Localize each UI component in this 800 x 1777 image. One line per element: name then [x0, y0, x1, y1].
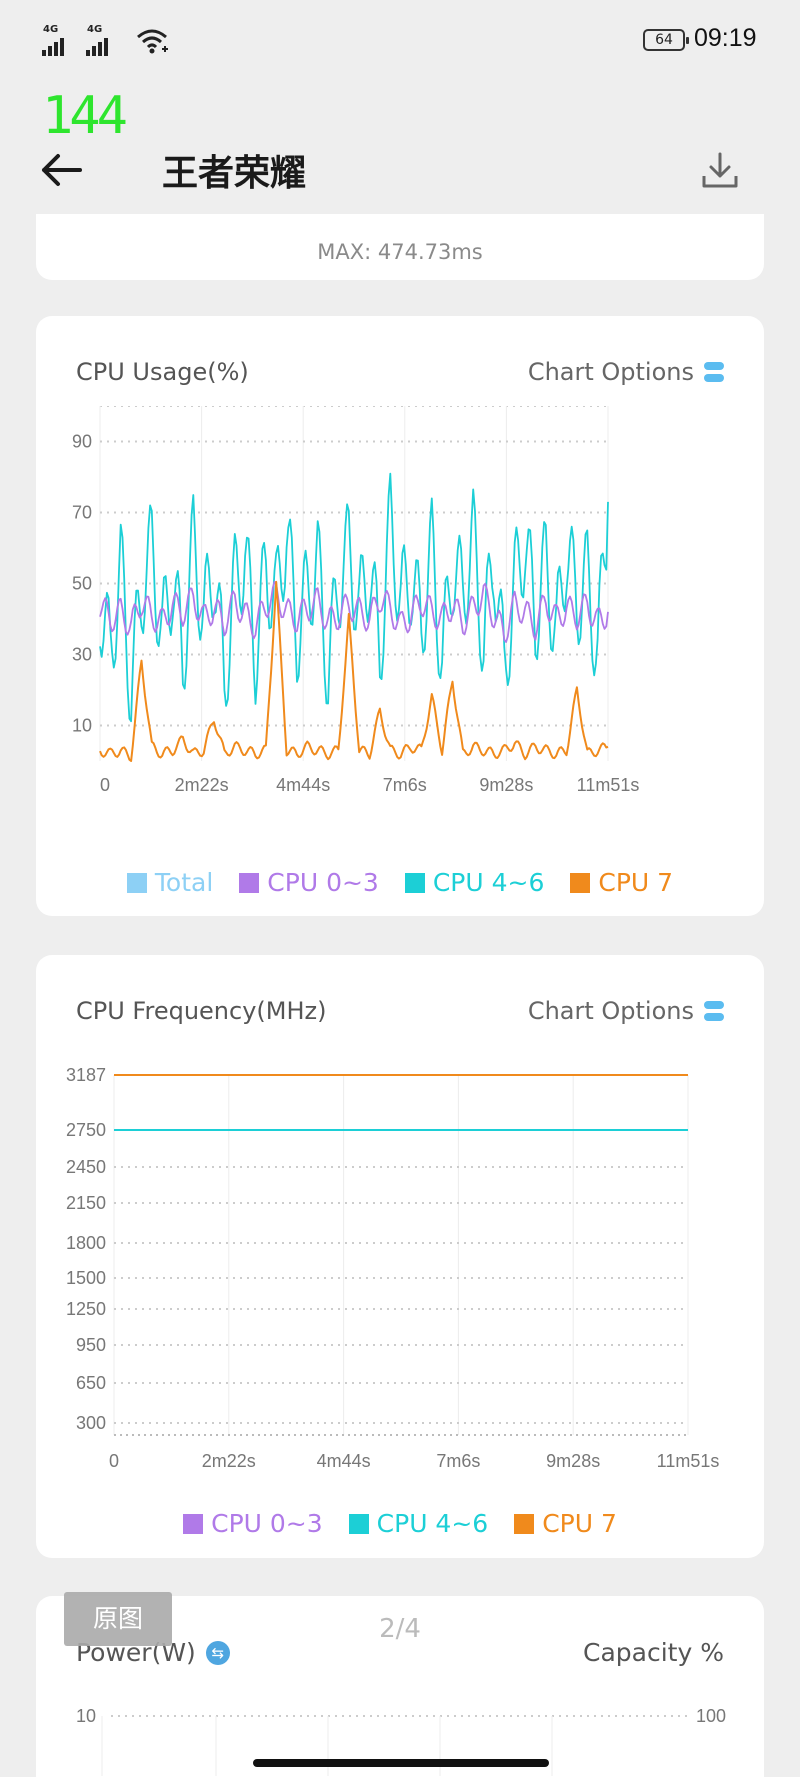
cpu-usage-legend: Total CPU 0~3 CPU 4~6 CPU 7 — [36, 868, 764, 897]
legend-swatch — [348, 1513, 369, 1534]
cpu-frequency-legend: CPU 0~3 CPU 4~6 CPU 7 — [36, 1509, 764, 1538]
cpu-frequency-card: CPU Frequency(MHz) Chart Options 0 2m22s 4… — [36, 955, 764, 1558]
power-chart: 10 100 — [76, 1706, 726, 1776]
x-tick-label: 9m28s — [546, 1451, 600, 1471]
page-indicator: 2/4 — [379, 1614, 421, 1644]
legend-label: CPU 7 — [542, 1509, 617, 1538]
y-tick-label: 300 — [76, 1413, 106, 1433]
toggle-icon — [704, 362, 724, 382]
legend-swatch — [514, 1513, 535, 1534]
chart-options-label: Chart Options — [527, 997, 694, 1025]
x-tick-label: 9m28s — [479, 775, 533, 795]
x-tick-label: 2m22s — [202, 1451, 256, 1471]
power-left-tick: 10 — [76, 1706, 96, 1726]
power-right-tick: 100 — [696, 1706, 726, 1726]
cpu-usage-chart-options-button[interactable]: Chart Options — [528, 358, 724, 386]
battery-icon: 64 — [643, 29, 689, 51]
y-tick-label: 50 — [72, 574, 92, 594]
page-title: 王者荣耀 — [162, 153, 307, 194]
y-tick-label: 2150 — [66, 1193, 106, 1213]
legend-item[interactable]: CPU 7 — [570, 868, 673, 897]
y-tick-label: 1250 — [66, 1299, 106, 1319]
legend-label: CPU 4~6 — [376, 1509, 489, 1538]
x-tick-label: 11m51s — [577, 775, 640, 795]
legend-label: CPU 0~3 — [267, 868, 379, 897]
series-line-cpu-4-6 — [99, 472, 609, 723]
legend-item[interactable]: CPU 0~3 — [239, 868, 379, 897]
original-image-button[interactable]: 原图 — [64, 1592, 172, 1646]
y-tick-label: 10 — [72, 716, 92, 736]
series-line-cpu-0-3 — [99, 580, 609, 643]
legend-label: CPU 4~6 — [432, 868, 545, 897]
legend-swatch — [183, 1513, 204, 1534]
series-line-cpu-7 — [99, 580, 609, 762]
legend-label: CPU 0~3 — [211, 1509, 323, 1538]
y-tick-label: 3187 — [66, 1065, 106, 1085]
legend-item[interactable]: CPU 7 — [514, 1509, 617, 1538]
y-tick-label: 2450 — [66, 1157, 106, 1177]
y-tick-label: 1500 — [66, 1268, 106, 1288]
legend-item[interactable]: Total — [126, 868, 214, 897]
fps-overlay: 144 — [42, 86, 128, 146]
download-icon[interactable] — [698, 148, 742, 192]
status-bar: 4G 4G 64 09:19 — [0, 0, 800, 80]
x-tick-label: 11m51s — [657, 1451, 720, 1471]
cpu-usage-chart: 0 2m22s 4m44s 7m6s 9m28s 11m51s 10 30 50 70 90 — [72, 406, 640, 795]
back-arrow-icon[interactable] — [38, 150, 86, 190]
toggle-icon — [704, 1001, 724, 1021]
legend-item[interactable]: CPU 0~3 — [183, 1509, 323, 1538]
app-header: 王者荣耀 — [0, 140, 800, 200]
y-tick-label: 650 — [76, 1373, 106, 1393]
legend-swatch — [404, 872, 425, 893]
y-tick-label: 90 — [72, 432, 92, 452]
y-tick-label: 2750 — [66, 1120, 106, 1140]
legend-swatch — [239, 872, 260, 893]
y-tick-label: 30 — [72, 645, 92, 665]
network-type-label: 4G — [43, 24, 59, 35]
frame-time-card: MAX: 474.73ms — [36, 214, 764, 280]
x-tick-label: 7m6s — [383, 775, 427, 795]
wifi-icon — [137, 29, 168, 54]
home-indicator[interactable] — [253, 1759, 549, 1767]
y-tick-label: 1800 — [66, 1233, 106, 1253]
chart-options-label: Chart Options — [527, 358, 694, 386]
legend-swatch — [570, 872, 591, 893]
legend-item[interactable]: CPU 4~6 — [404, 868, 545, 897]
legend-label: Total — [154, 868, 214, 897]
capacity-label: Capacity % — [583, 1638, 724, 1667]
max-frame-time: MAX: 474.73ms — [317, 240, 483, 264]
cpu-frequency-title: CPU Frequency(MHz) — [76, 997, 327, 1025]
status-time: 09:19 — [694, 24, 757, 52]
x-tick-label: 0 — [100, 775, 110, 795]
network-type-label-2: 4G — [87, 24, 103, 35]
y-tick-label: 70 — [72, 503, 92, 523]
x-tick-label: 7m6s — [436, 1451, 480, 1471]
cpu-usage-title: CPU Usage(%) — [76, 358, 249, 386]
cpu-usage-card: CPU Usage(%) Chart Options 0 2m22s 4m44s 7m… — [36, 316, 764, 916]
legend-swatch — [126, 872, 147, 893]
x-tick-label: 2m22s — [175, 775, 229, 795]
x-tick-label: 4m44s — [276, 775, 330, 795]
swap-icon[interactable]: ⇆ — [205, 1640, 230, 1665]
legend-label: CPU 7 — [598, 868, 674, 897]
y-tick-label: 950 — [76, 1335, 106, 1355]
cpu-frequency-chart-options-button[interactable]: Chart Options — [528, 997, 724, 1025]
legend-item[interactable]: CPU 4~6 — [348, 1509, 489, 1538]
cpu-frequency-chart: 0 2m22s 4m44s 7m6s 9m28s 11m51s 300 650 950 1250 1… — [66, 1065, 720, 1471]
x-tick-label: 4m44s — [317, 1451, 371, 1471]
x-tick-label: 0 — [109, 1451, 119, 1471]
